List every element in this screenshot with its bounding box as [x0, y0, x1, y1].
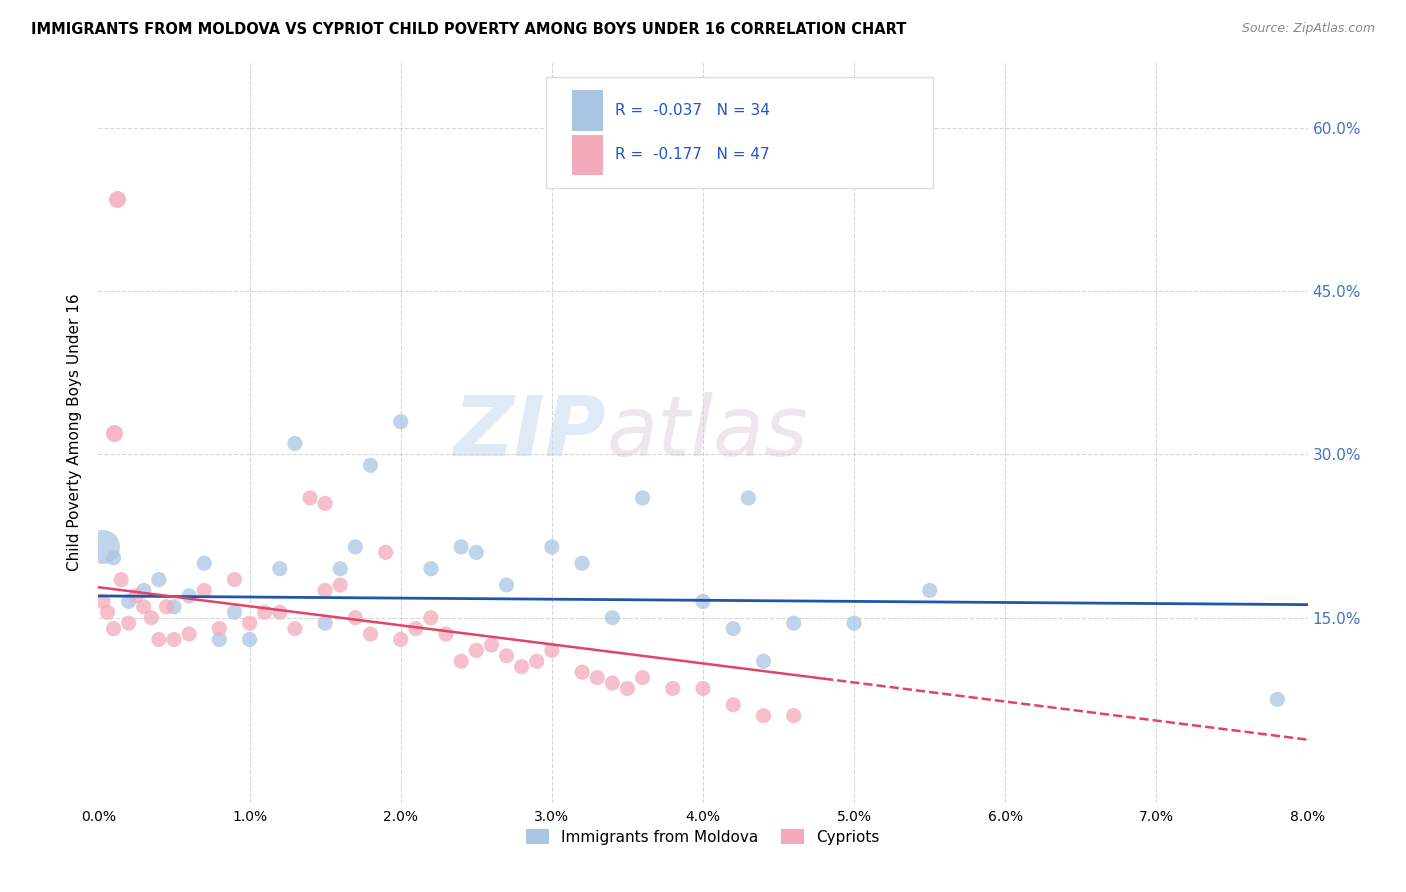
Point	[450, 540, 472, 554]
Point	[132, 599, 155, 614]
Point	[125, 589, 148, 603]
Point	[752, 654, 775, 668]
Point	[571, 665, 593, 680]
Point	[179, 589, 201, 603]
Point	[918, 583, 941, 598]
Point	[465, 643, 488, 657]
Point	[155, 599, 177, 614]
Point	[299, 491, 322, 505]
Point	[661, 681, 683, 696]
Text: IMMIGRANTS FROM MOLDOVA VS CYPRIOT CHILD POVERTY AMONG BOYS UNDER 16 CORRELATION: IMMIGRANTS FROM MOLDOVA VS CYPRIOT CHILD…	[31, 22, 907, 37]
Text: R =  -0.177   N = 47: R = -0.177 N = 47	[614, 147, 769, 162]
Point	[179, 627, 201, 641]
Point	[96, 605, 118, 619]
Point	[616, 681, 638, 696]
Point	[239, 632, 262, 647]
Point	[284, 436, 307, 450]
Point	[1267, 692, 1289, 706]
Point	[783, 708, 806, 723]
Point	[495, 648, 517, 663]
Point	[723, 622, 745, 636]
Point	[571, 556, 593, 570]
Point	[723, 698, 745, 712]
Point	[163, 599, 186, 614]
Point	[420, 611, 443, 625]
Point	[103, 550, 125, 565]
Point	[389, 632, 412, 647]
Point	[526, 654, 548, 668]
Point	[314, 496, 336, 510]
Point	[132, 583, 155, 598]
Point	[434, 627, 457, 641]
Point	[103, 425, 125, 440]
Point	[586, 671, 609, 685]
Text: R =  -0.037   N = 34: R = -0.037 N = 34	[614, 103, 769, 118]
Point	[269, 605, 291, 619]
Point	[148, 573, 170, 587]
Point	[631, 491, 654, 505]
Point	[783, 616, 806, 631]
Point	[495, 578, 517, 592]
Point	[91, 540, 114, 554]
Legend: Immigrants from Moldova, Cypriots: Immigrants from Moldova, Cypriots	[520, 822, 886, 851]
Point	[389, 415, 412, 429]
FancyBboxPatch shape	[572, 135, 603, 176]
Point	[450, 654, 472, 668]
Point	[344, 540, 367, 554]
Point	[602, 676, 624, 690]
Point	[329, 578, 352, 592]
Point	[602, 611, 624, 625]
Point	[208, 622, 231, 636]
Point	[105, 192, 128, 206]
Point	[269, 562, 291, 576]
Point	[314, 616, 336, 631]
Point	[360, 458, 382, 473]
Point	[737, 491, 759, 505]
Point	[208, 632, 231, 647]
Point	[193, 583, 215, 598]
Point	[844, 616, 866, 631]
Point	[224, 605, 246, 619]
Point	[110, 573, 132, 587]
Point	[284, 622, 307, 636]
Point	[329, 562, 352, 576]
Y-axis label: Child Poverty Among Boys Under 16: Child Poverty Among Boys Under 16	[67, 293, 83, 572]
Point	[465, 545, 488, 559]
Point	[91, 594, 114, 608]
FancyBboxPatch shape	[546, 78, 932, 188]
FancyBboxPatch shape	[572, 90, 603, 131]
Point	[344, 611, 367, 625]
Point	[224, 573, 246, 587]
Point	[314, 583, 336, 598]
Point	[752, 708, 775, 723]
Point	[163, 632, 186, 647]
Point	[405, 622, 427, 636]
Point	[692, 594, 714, 608]
Point	[540, 540, 562, 554]
Point	[141, 611, 163, 625]
Point	[420, 562, 443, 576]
Point	[239, 616, 262, 631]
Point	[374, 545, 396, 559]
Point	[510, 659, 533, 673]
Point	[540, 643, 562, 657]
Point	[118, 594, 141, 608]
Text: ZIP: ZIP	[454, 392, 606, 473]
Point	[481, 638, 503, 652]
Point	[631, 671, 654, 685]
Point	[103, 622, 125, 636]
Text: Source: ZipAtlas.com: Source: ZipAtlas.com	[1241, 22, 1375, 36]
Point	[193, 556, 215, 570]
Point	[360, 627, 382, 641]
Point	[692, 681, 714, 696]
Text: atlas: atlas	[606, 392, 808, 473]
Point	[148, 632, 170, 647]
Point	[253, 605, 276, 619]
Point	[118, 616, 141, 631]
